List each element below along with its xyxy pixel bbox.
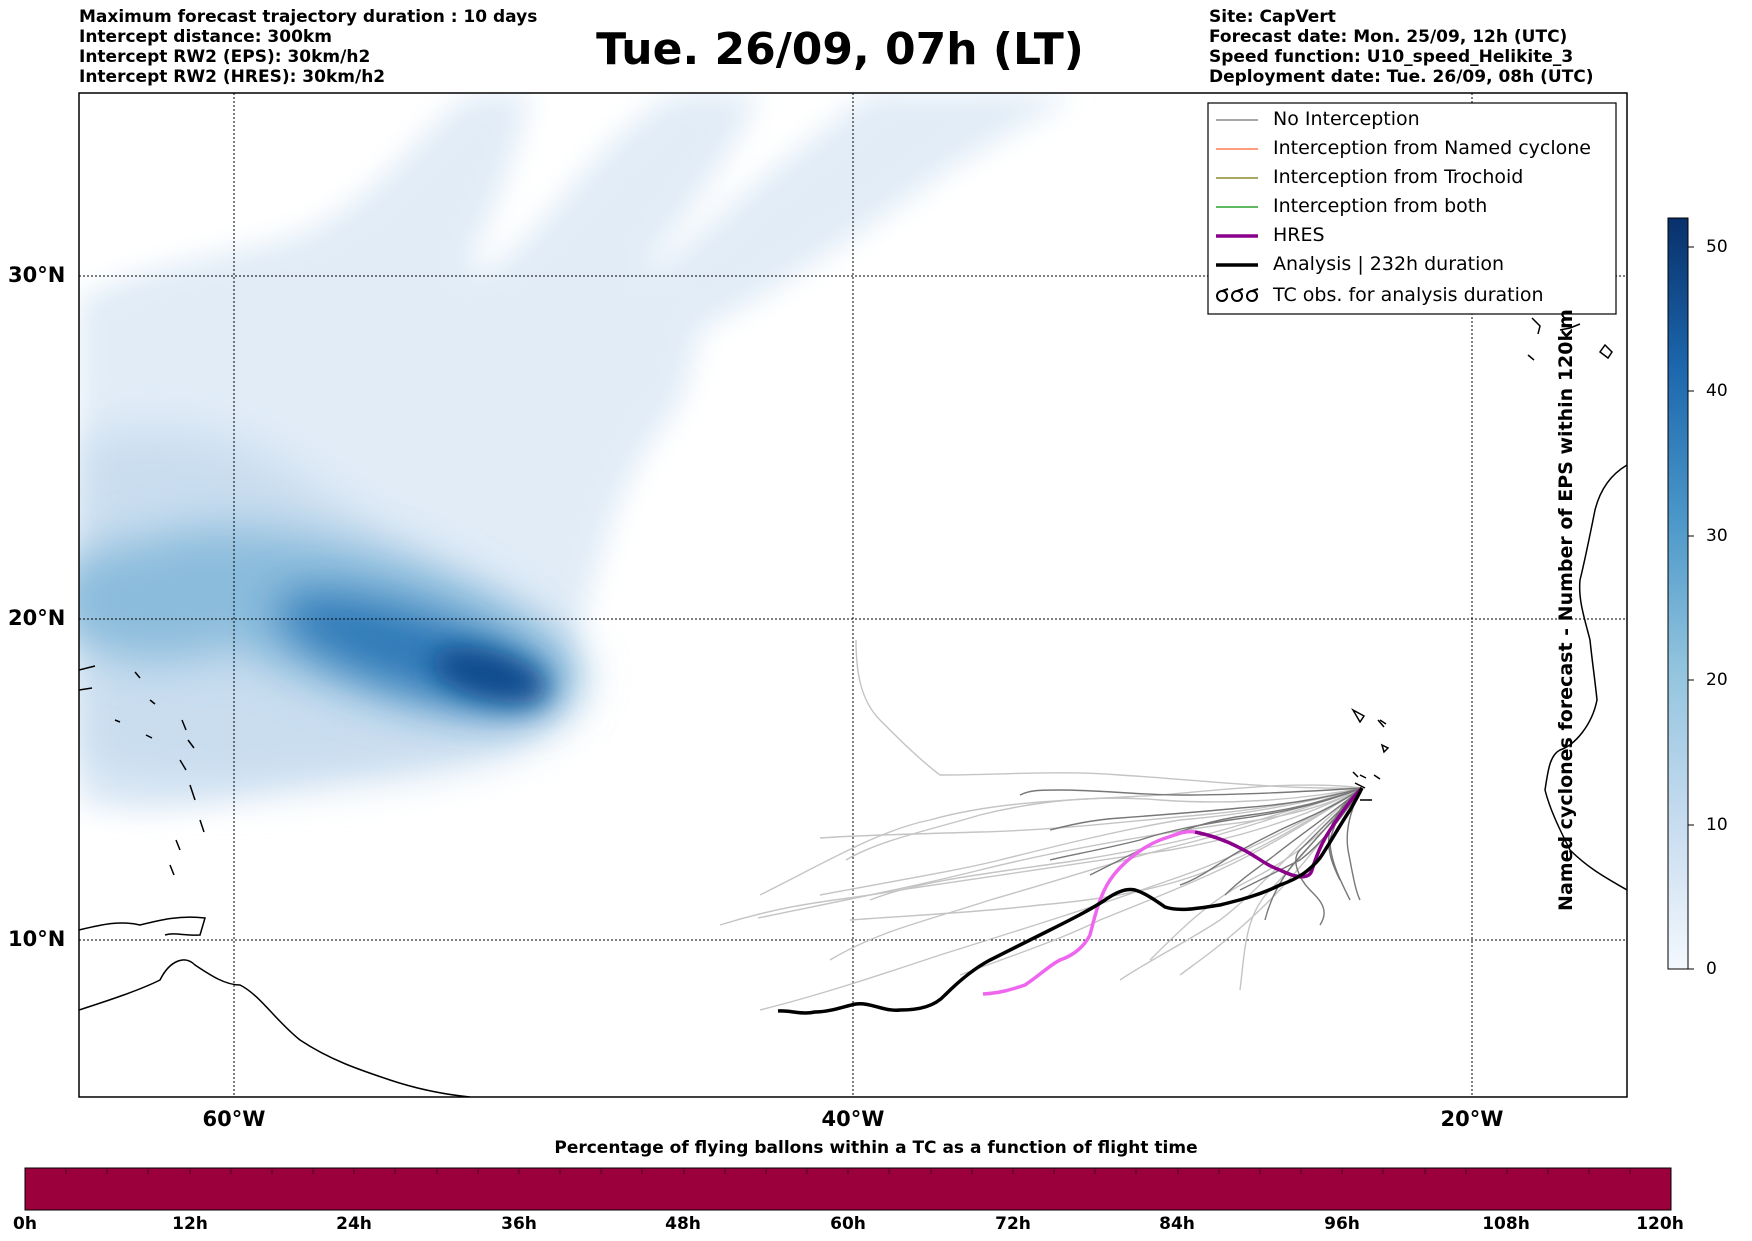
cape-verde-islands [1350,708,1390,801]
ensemble-trajectory [1239,787,1363,891]
ensemble-trajectory [1049,787,1363,861]
map-content [79,93,1627,1097]
ensemble-trajectory [1119,787,1363,981]
flight-time-tick: 96h [1324,1214,1360,1234]
settings-line: Intercept distance: 300km [79,27,332,47]
lon-label-60w: 60°W [202,1107,266,1131]
colorbar-tick-label: 0 [1706,959,1717,979]
legend-label-hres: HRES [1273,224,1325,246]
hres-trajectory [982,829,1196,996]
colorbar-tick-label: 20 [1706,670,1728,690]
cyclone-density-shading [79,93,1075,810]
flight-time-tick: 48h [665,1214,701,1234]
ensemble-trajectory [1224,787,1363,896]
lat-label-10n: 10°N [8,927,66,951]
legend-label-no-interception: No Interception [1273,108,1420,130]
ensemble-trajectory [1049,787,1363,831]
ensemble-trajectory [719,787,1363,926]
ensemble-trajectory [959,787,1363,976]
ensemble-trajectory [1295,787,1363,926]
flight-time-title: Percentage of flying ballons within a TC… [554,1138,1198,1158]
ensemble-trajectory [759,784,1363,896]
legend-label-named-cyclone: Interception from Named cyclone [1273,137,1591,159]
legend-box [1207,102,1617,315]
flight-time-tick: 12h [172,1214,208,1234]
colorbar-tick-label: 30 [1706,526,1728,546]
flight-time-tick: 24h [336,1214,372,1234]
legend-label-both: Interception from both [1273,195,1488,217]
deployment-date-line: Deployment date: Tue. 26/09, 08h (UTC) [1209,67,1594,87]
site-info: Site: CapVert Forecast date: Mon. 25/09,… [1209,7,1594,87]
ensemble-trajectory [1179,787,1363,886]
forecast-settings: Maximum forecast trajectory duration : 1… [79,7,537,87]
ensemble-trajectory [819,787,1363,896]
map-frame [78,92,1628,1098]
colorbar-tick-label: 50 [1706,237,1728,257]
colorbar-tick-label: 10 [1706,815,1728,835]
canary-islands [1527,317,1613,361]
speed-function-line: Speed function: U10_speed_Helikite_3 [1209,47,1574,67]
ensemble-trajectory [1019,787,1363,796]
colorbar-title: Named cyclones forecast - Number of EPS … [1555,309,1577,911]
flight-time-tick: 60h [830,1214,866,1234]
lat-label-20n: 20°N [8,606,66,630]
hres-trajectory-end [1194,786,1364,879]
flight-time-tick: 108h [1482,1214,1530,1234]
ensemble-trajectory [855,639,1363,789]
trajectories-light [719,639,1363,1011]
lon-label-20w: 20°W [1440,1107,1504,1131]
flight-time-tick: 84h [1159,1214,1195,1234]
forecast-date-line: Forecast date: Mon. 25/09, 12h (UTC) [1209,27,1568,47]
settings-line: Maximum forecast trajectory duration : 1… [79,7,538,27]
flight-time-tick: 72h [995,1214,1031,1234]
africa-coast [1544,464,1627,891]
ensemble-trajectory [829,787,1363,961]
tc-symbol-icon [1216,288,1259,302]
flight-time-tick: 0h [13,1214,37,1234]
settings-line: Intercept RW2 (EPS): 30km/h2 [79,47,371,67]
island-chain-west [79,665,156,739]
flight-time-tick: 120h [1636,1214,1684,1234]
site-line: Site: CapVert [1209,7,1336,27]
caribbean-coast [79,916,206,936]
legend-label-analysis: Analysis | 232h duration [1273,253,1505,275]
flight-time-tick: 36h [501,1214,537,1234]
cyclone-colorbar [1667,217,1689,970]
lon-label-40w: 40°W [821,1107,885,1131]
settings-line: Intercept RW2 (HRES): 30km/h2 [79,67,386,87]
legend-label-tc-obs: TC obs. for analysis duration [1273,284,1544,306]
south-america-coast [79,959,471,1097]
lat-label-30n: 30°N [8,263,66,287]
map-legend [1207,102,1617,315]
page-title: Tue. 26/09, 07h (LT) [596,24,1084,75]
flight-time-bar [24,1167,1672,1211]
colorbar-ticks [1688,246,1694,970]
lesser-antilles [169,719,205,876]
coastlines [79,317,1627,1097]
ensemble-trajectory [759,787,1363,1011]
colorbar-tick-label: 40 [1706,381,1728,401]
density-peak [431,647,549,703]
ensemble-trajectory [819,787,1363,839]
analysis-trajectory [777,787,1364,1015]
ensemble-trajectory [849,787,1363,921]
flight-time-minor-ticks [65,1168,1631,1174]
legend-label-trochoid: Interception from Trochoid [1273,166,1524,188]
